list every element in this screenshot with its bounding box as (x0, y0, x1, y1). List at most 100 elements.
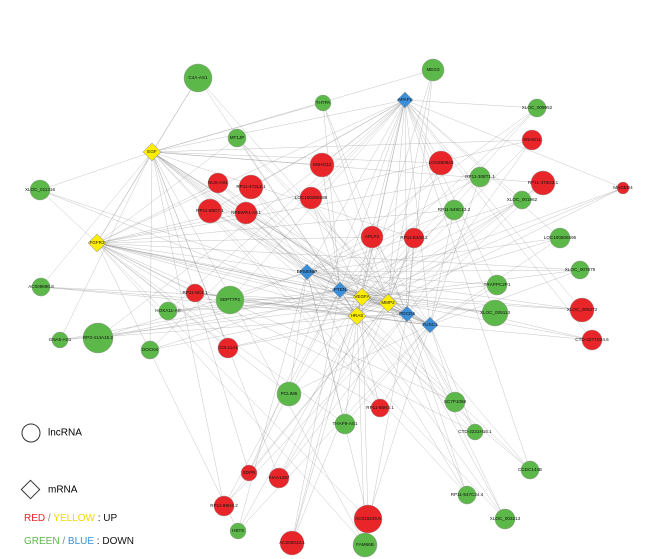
edge (96, 242, 431, 326)
node-label: MEG3 (426, 67, 439, 72)
edge (322, 102, 408, 315)
edge (96, 242, 229, 349)
edge (429, 209, 455, 326)
edge (237, 271, 308, 532)
edge (96, 77, 199, 244)
node-label: HBT8 (232, 528, 244, 533)
edge (97, 289, 341, 339)
lncrna-node (520, 460, 540, 480)
lncrna-node (51, 331, 69, 349)
edge (356, 139, 533, 317)
edge (387, 237, 415, 304)
edge (306, 271, 358, 317)
lncrna-node (581, 329, 603, 351)
edge (404, 99, 498, 286)
node-label: TUSC1 (422, 322, 438, 327)
lncrna-node (334, 413, 356, 435)
edge (197, 77, 358, 317)
edge (321, 164, 389, 304)
edge (151, 151, 280, 479)
node-label: RP11-308T1.1 (465, 174, 495, 179)
legend-down: GREEN / BLUE : DOWN (24, 536, 134, 547)
legend-circle (21, 423, 41, 443)
edge (404, 99, 583, 311)
edge (40, 286, 358, 317)
edge (237, 324, 431, 532)
edge (310, 197, 389, 304)
node-label: RP11-8C4.1 (183, 290, 208, 295)
lncrna-node (207, 172, 229, 194)
node-label: KIAA1467 (269, 475, 290, 480)
lncrna-node (353, 504, 383, 534)
edge (306, 271, 341, 291)
edge (151, 151, 308, 273)
edge (96, 242, 366, 546)
lncrna-node (276, 381, 302, 407)
lncrna-node (569, 297, 595, 323)
lncrna-node (82, 322, 114, 354)
edge (96, 212, 247, 244)
lncrna-node (443, 199, 465, 221)
node-label: XLOC_009952 (522, 105, 553, 110)
node-label: AC092013.1 (279, 540, 305, 545)
lncrna-node (360, 225, 384, 249)
edge (151, 151, 408, 315)
lncrna-node (486, 274, 508, 296)
node-label: LOC550643 (429, 160, 454, 165)
edge (248, 302, 389, 474)
node-label: FGFR3 (89, 240, 105, 245)
edge (39, 151, 153, 191)
edge (96, 182, 219, 244)
edge (149, 289, 341, 351)
edge (361, 284, 498, 298)
edge (149, 302, 389, 351)
node-label: FAM66B (356, 542, 374, 547)
lncrna-node (29, 179, 51, 201)
edge (406, 313, 506, 520)
node-label: XLOC_006272 (567, 307, 598, 312)
edge (356, 315, 381, 409)
edge (96, 242, 290, 395)
lncrna-node (549, 227, 571, 249)
edge (310, 197, 341, 291)
node-label: XLOC_009113 (480, 310, 510, 315)
edge (404, 99, 624, 189)
edge (387, 302, 468, 496)
nodes: EGF FGFR3 VEGFA MMP2 HRAS EPS8INIP PTEN PDCD4 TU… (25, 58, 633, 558)
edge (387, 69, 434, 304)
edge (361, 199, 523, 298)
edge (361, 269, 581, 298)
edge (248, 289, 341, 474)
node-label: SNHG12 (313, 162, 332, 167)
edge (306, 271, 593, 341)
node-label: C4A-AS1 (188, 75, 208, 80)
edge (306, 271, 363, 298)
edge (306, 271, 346, 425)
node-label: LOC100506595 (544, 235, 577, 240)
legend-blue: BLUE (68, 536, 94, 547)
lncrna-node (314, 94, 332, 112)
edge (39, 189, 408, 315)
edge (217, 182, 363, 298)
lncrna-node (403, 227, 425, 249)
node-label: PTEN (334, 287, 346, 292)
edge (236, 137, 408, 315)
edge (96, 242, 456, 403)
lncrna-node (309, 152, 335, 178)
edge (306, 271, 381, 409)
edge (361, 237, 561, 298)
lncrna-node (512, 190, 532, 210)
legend-sep: / (60, 536, 68, 547)
edge (59, 313, 408, 341)
edge (406, 69, 434, 315)
mrna-node (421, 316, 439, 334)
lncrna-node (616, 181, 630, 195)
node-label: APAF1 (398, 97, 413, 102)
edge (339, 237, 415, 291)
node-label: HOXA11-AS (155, 308, 180, 313)
lncrna-node (217, 337, 239, 359)
node-label: RP11-96H3.2 (210, 503, 238, 508)
lncrna-node (268, 467, 290, 489)
edge (151, 151, 363, 298)
edge (96, 137, 238, 244)
